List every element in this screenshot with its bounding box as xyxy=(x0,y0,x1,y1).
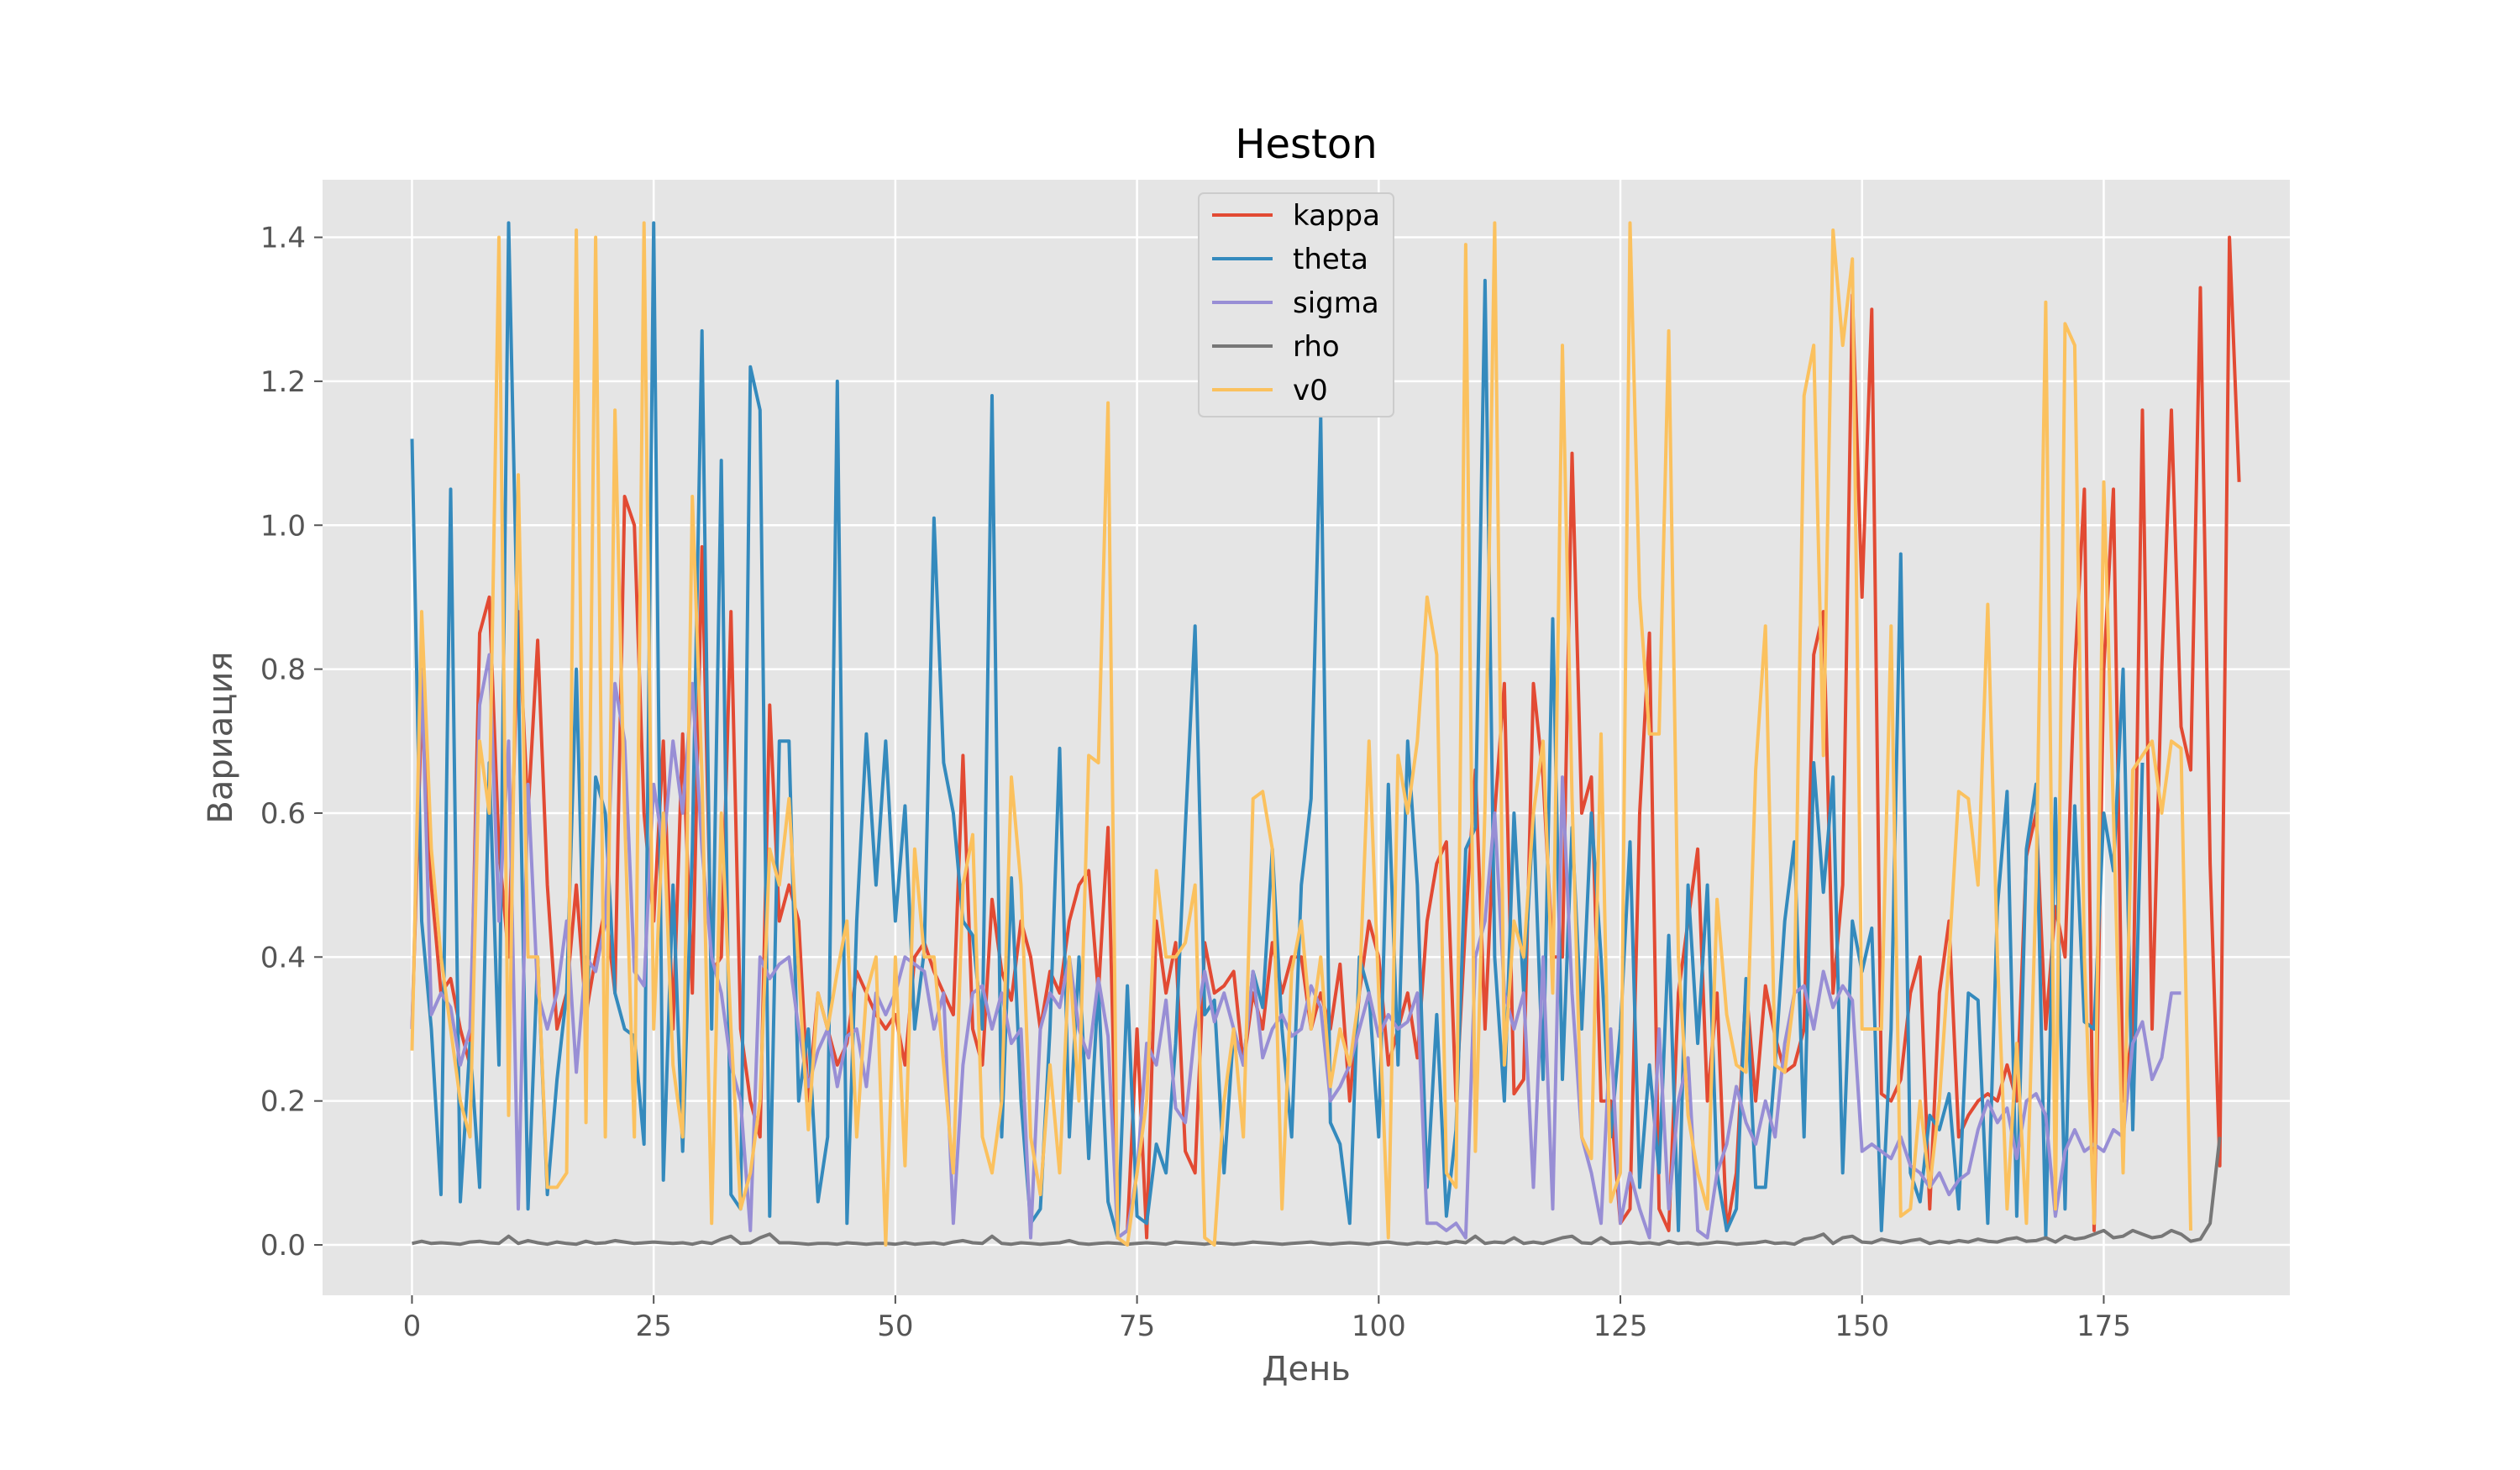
y-tick-label-7: 1.4 xyxy=(260,222,306,255)
series-line-sigma xyxy=(410,653,2181,1240)
y-tick-label-3: 0.6 xyxy=(260,797,306,831)
chart-title: Heston xyxy=(1235,121,1377,168)
y-axis-ticks: 0.0 0.2 0.4 0.6 0.8 1.0 1.2 1.4 xyxy=(260,222,323,1263)
x-tick-label-2: 50 xyxy=(877,1310,913,1343)
y-tick-label-2: 0.4 xyxy=(260,941,306,974)
legend-label-theta: theta xyxy=(1293,243,1368,276)
series-line-v0 xyxy=(410,221,2192,1247)
x-tick-label-5: 125 xyxy=(1593,1310,1648,1343)
legend-label-rho: rho xyxy=(1293,330,1340,364)
legend: kappa theta sigma rho v0 xyxy=(1198,192,1394,417)
legend-label-sigma: sigma xyxy=(1293,286,1379,320)
x-tick-label-0: 0 xyxy=(403,1310,422,1343)
legend-label-kappa: kappa xyxy=(1293,199,1380,233)
series-lines xyxy=(410,221,2241,1247)
x-tick-label-3: 75 xyxy=(1119,1310,1155,1343)
y-tick-label-6: 1.2 xyxy=(260,365,306,399)
x-tick-label-7: 175 xyxy=(2076,1310,2131,1343)
x-tick-label-6: 150 xyxy=(1835,1310,1889,1343)
y-tick-label-1: 0.2 xyxy=(260,1085,306,1119)
legend-label-v0: v0 xyxy=(1293,374,1328,407)
series-line-theta xyxy=(410,221,2145,1240)
y-tick-label-0: 0.0 xyxy=(260,1229,306,1263)
series-line-rho xyxy=(412,1137,2222,1247)
x-tick-label-4: 100 xyxy=(1352,1310,1406,1343)
x-tick-label-1: 25 xyxy=(636,1310,672,1343)
y-axis-label: Вариация xyxy=(202,651,240,823)
y-tick-label-4: 0.8 xyxy=(260,654,306,687)
legend-box xyxy=(1198,192,1394,417)
x-axis-label: День xyxy=(1262,1350,1351,1389)
y-tick-label-5: 1.0 xyxy=(260,509,306,543)
x-axis-ticks: 0 25 50 75 100 125 150 175 xyxy=(403,1295,2131,1343)
